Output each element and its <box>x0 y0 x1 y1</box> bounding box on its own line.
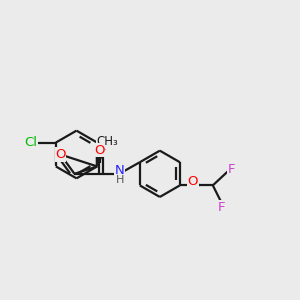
Text: CH₃: CH₃ <box>96 135 118 148</box>
Text: H: H <box>116 175 124 185</box>
Text: F: F <box>218 201 225 214</box>
Text: Cl: Cl <box>24 136 37 149</box>
Text: N: N <box>115 164 125 177</box>
Text: O: O <box>94 143 104 157</box>
Text: O: O <box>55 148 66 161</box>
Text: F: F <box>227 163 235 176</box>
Text: O: O <box>188 175 198 188</box>
